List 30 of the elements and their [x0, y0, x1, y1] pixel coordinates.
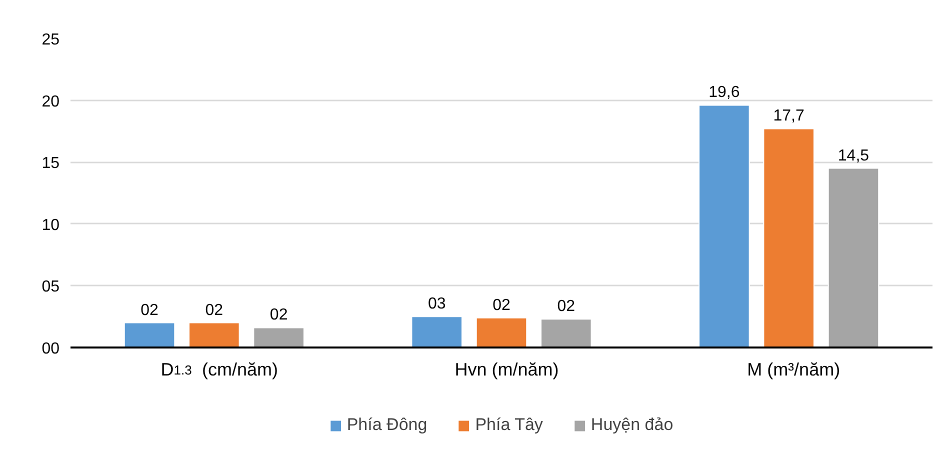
- data-label: 03: [428, 296, 446, 313]
- bar: [253, 327, 304, 348]
- data-label: 02: [205, 302, 224, 319]
- bar: [124, 322, 176, 348]
- bar: [698, 104, 750, 348]
- y-tick-label: 20: [42, 93, 60, 110]
- bar: [188, 322, 240, 348]
- x-tick-label: M (m³/năm): [747, 360, 840, 380]
- y-tick-label: 25: [42, 32, 60, 48]
- data-label: 02: [492, 296, 510, 314]
- y-tick-label: 05: [42, 278, 60, 296]
- x-tick-label: Hvn (m/năm): [454, 360, 559, 380]
- data-label: 19,6: [708, 84, 740, 102]
- data-label: 02: [140, 302, 159, 319]
- legend-label: Phía Đông: [346, 415, 428, 435]
- bar: [763, 128, 814, 348]
- y-tick-label: 00: [42, 340, 60, 358]
- legend-label: Huyện đảo: [590, 415, 674, 435]
- y-tick-label: 15: [42, 155, 60, 172]
- data-label: 02: [557, 298, 576, 316]
- bar: [540, 318, 592, 348]
- x-tick-label: D1.3 (cm/năm): [160, 360, 278, 380]
- data-label: 02: [270, 306, 288, 324]
- data-label: 14,5: [838, 147, 870, 164]
- bar: [828, 168, 880, 348]
- bar: [411, 316, 462, 348]
- legend-label: Phía Tây: [475, 415, 543, 435]
- data-label: 17,7: [773, 108, 805, 125]
- bar: [476, 317, 528, 348]
- y-tick-label: 10: [42, 216, 60, 234]
